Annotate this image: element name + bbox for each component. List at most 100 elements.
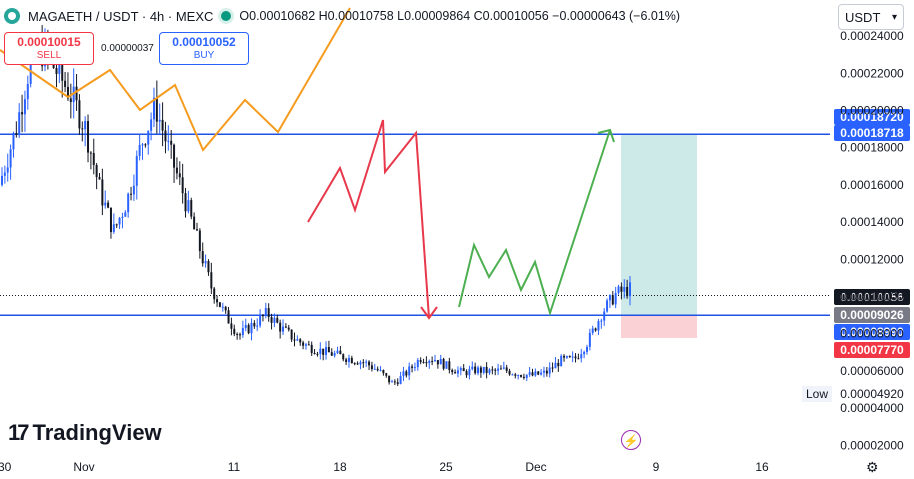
candle-body (350, 357, 353, 364)
candle-body (588, 332, 591, 347)
price-label-text: 0.00008990 (840, 325, 904, 339)
candle-body (551, 367, 554, 369)
candle-body (560, 355, 563, 367)
candle-body (316, 353, 319, 355)
lightning-icon[interactable]: ⚡ (621, 430, 641, 450)
candle-body (583, 351, 586, 355)
candle-body (370, 365, 373, 370)
y-tick-label: 0.00016000 (840, 178, 904, 192)
y-tick-label: 0.00024000 (840, 29, 904, 43)
candle-body (195, 229, 198, 231)
candle-body (585, 346, 588, 352)
candle-body (462, 368, 465, 372)
candle-body (276, 317, 279, 323)
green-projection-path[interactable] (458, 129, 611, 317)
sell-price: 0.00010015 (17, 35, 81, 49)
candle-body (388, 375, 391, 383)
candle-body (181, 177, 184, 194)
candle-body (224, 306, 227, 311)
y-tick-label: 0.00006000 (840, 364, 904, 378)
candle-body (198, 230, 201, 252)
candle-body (293, 339, 296, 341)
orange-projection-path[interactable] (0, 7, 351, 152)
price-label (834, 307, 910, 323)
candle-body (109, 207, 112, 233)
candle-body (393, 381, 396, 383)
x-tick-label: 11 (228, 460, 241, 474)
candle-body (594, 328, 597, 331)
candle-body (150, 119, 153, 131)
candle-body (101, 179, 104, 206)
candle-body (325, 347, 328, 355)
price-label-text: 0.00009026 (840, 308, 904, 322)
currency-value: USDT (845, 10, 881, 25)
buy-button[interactable]: 0.00010052 BUY (159, 32, 249, 65)
candle-body (577, 358, 580, 360)
candle-body (347, 357, 350, 362)
candle-body (520, 375, 523, 377)
candle-body (270, 317, 273, 323)
candle-body (152, 97, 155, 120)
candle-body (445, 361, 448, 369)
x-tick-label: Dec (525, 460, 546, 474)
candle-body (319, 348, 322, 354)
candle-body (614, 293, 617, 305)
candle-body (514, 374, 517, 376)
price-label (834, 342, 910, 358)
candle-body (132, 185, 135, 195)
candle-body (517, 375, 520, 377)
candle-body (597, 321, 600, 331)
candle-body (1, 175, 3, 185)
candle-body (207, 261, 210, 273)
candle-body (456, 370, 459, 374)
candle-body (75, 86, 78, 101)
candle-body (574, 356, 577, 359)
candle-body (250, 322, 253, 334)
candle-body (405, 371, 408, 376)
candle-body (479, 367, 482, 373)
candle-body (408, 366, 411, 376)
candle-body (608, 295, 611, 301)
candle-body (402, 371, 405, 376)
candle-body (313, 353, 316, 355)
candle-body (494, 369, 497, 371)
x-tick-label: Nov (73, 460, 94, 474)
candle-body (299, 339, 302, 343)
candle-body (64, 80, 67, 87)
candle-body (379, 370, 382, 372)
candle-body (336, 350, 339, 354)
candle-body (167, 140, 170, 142)
candle-body (442, 358, 445, 369)
candle-body (89, 152, 92, 154)
candle-body (92, 153, 95, 165)
gear-icon[interactable]: ⚙ (866, 459, 879, 475)
candle-body (130, 193, 133, 195)
tradingview-mark-icon: 17 (8, 420, 30, 445)
tradingview-wordmark: TradingView (32, 420, 162, 445)
candle-body (505, 367, 508, 371)
candle-body (241, 328, 244, 336)
candle-body (290, 329, 293, 340)
candle-body (261, 315, 264, 317)
sell-label: SELL (36, 50, 62, 61)
candle-body (256, 325, 259, 327)
sell-button[interactable]: 0.00010015 SELL (4, 32, 94, 65)
candle-body (345, 359, 348, 362)
symbol-title[interactable]: MAGAETH / USDT · 4h · MEXC (28, 8, 214, 24)
candle-body (629, 282, 631, 297)
candle-body (115, 224, 118, 226)
candle-body (253, 322, 256, 327)
candle-body (287, 327, 290, 330)
candle-body (528, 372, 531, 375)
price-label (834, 324, 910, 340)
candle-body (107, 202, 110, 208)
candle-body (568, 356, 571, 358)
candle-body (124, 212, 127, 217)
red-projection-path[interactable] (307, 119, 430, 319)
currency-select[interactable]: USDT ▾ (838, 4, 904, 30)
candle-body (537, 371, 540, 375)
candle-body (482, 366, 485, 373)
candle-body (210, 272, 213, 289)
candle-body (95, 164, 98, 178)
